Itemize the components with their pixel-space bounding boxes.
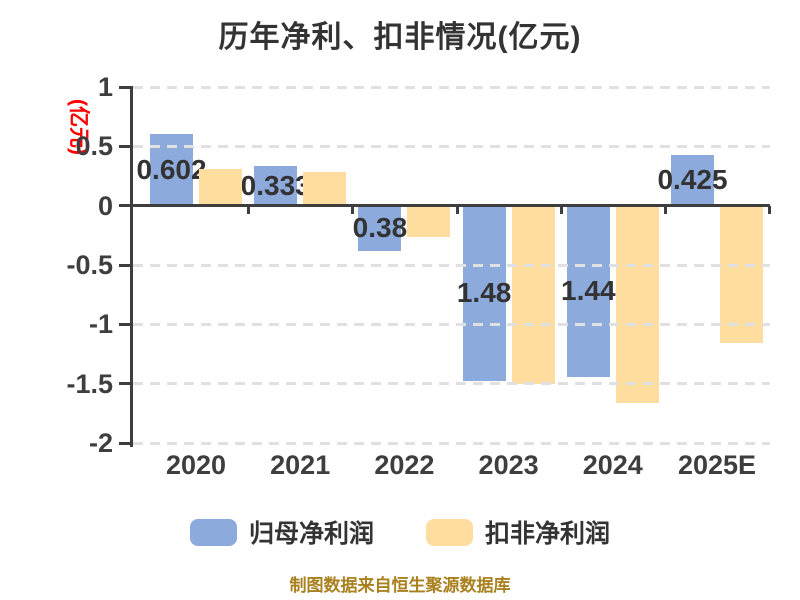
bar-value-label: 0.602 (136, 153, 207, 185)
legend-swatch-non-recurring (426, 518, 473, 546)
y-tick-label: -1 (88, 309, 113, 340)
legend-swatch-net-profit (189, 518, 237, 546)
y-tick-label: 0 (97, 190, 113, 221)
gridline (133, 441, 770, 445)
net-profit-bar (254, 166, 298, 206)
bar-value-label: 0.333 (240, 169, 311, 201)
x-axis-label: 2025E (677, 450, 757, 480)
non-recurring-profit-bar (199, 168, 242, 206)
x-axis-tick (455, 205, 459, 214)
legend-label-net-profit: 归母净利润 (248, 520, 374, 548)
x-axis-label: 2024 (582, 450, 643, 480)
gridline (133, 382, 770, 386)
y-axis-tick (119, 441, 131, 445)
legend: 归母净利润 扣非净利润 (0, 514, 800, 550)
bar-value-label: 1.44 (561, 275, 616, 307)
y-tick-label: -0.5 (66, 250, 113, 280)
y-axis-tick (119, 85, 131, 89)
y-axis-tick (119, 263, 131, 267)
x-axis-label: 2020 (165, 450, 227, 480)
non-recurring-profit-bar (511, 205, 555, 384)
non-recurring-profit-bar (407, 205, 451, 237)
y-axis-tick (119, 204, 131, 208)
non-recurring-profit-bar (303, 172, 347, 206)
x-axis-label: 2021 (270, 450, 331, 480)
x-axis-baseline (133, 204, 770, 208)
y-axis-tick (119, 382, 131, 386)
net-profit-bar (566, 205, 610, 377)
x-axis-label: 2022 (374, 450, 435, 480)
y-tick-label: 0.5 (75, 131, 113, 162)
non-recurring-profit-bar (720, 205, 763, 344)
x-axis-tick (663, 205, 667, 214)
gridline (133, 85, 770, 89)
gridline (133, 263, 770, 267)
non-recurring-profit-bar (615, 205, 659, 403)
x-axis-tick (351, 205, 355, 214)
legend-label-non-recurring: 扣非净利润 (485, 520, 611, 548)
x-axis-tick (559, 205, 563, 214)
bar-value-label: 0.38 (352, 212, 408, 244)
x-axis-label: 2023 (478, 450, 539, 480)
net-profit-bar (358, 205, 402, 251)
y-tick-label: -2 (88, 428, 113, 458)
net-profit-bar (671, 155, 714, 206)
gridline (133, 322, 770, 326)
net-profit-bar (462, 205, 506, 382)
y-tick-label: -1.5 (66, 368, 113, 399)
y-axis-line (130, 86, 133, 447)
y-tick-label: 1 (97, 72, 113, 102)
y-axis-tick (119, 322, 131, 326)
chart-title: 历年净利、扣非情况(亿元) (218, 21, 582, 54)
gridline (133, 144, 770, 148)
footer-source-note: 制图数据来自恒生聚源数据库 (289, 576, 511, 595)
x-axis-tick (247, 205, 251, 214)
y-axis-tick (119, 144, 131, 148)
x-axis-tick (768, 205, 772, 214)
bar-value-label: 1.48 (456, 277, 512, 309)
bar-value-label: 0.425 (657, 164, 728, 196)
